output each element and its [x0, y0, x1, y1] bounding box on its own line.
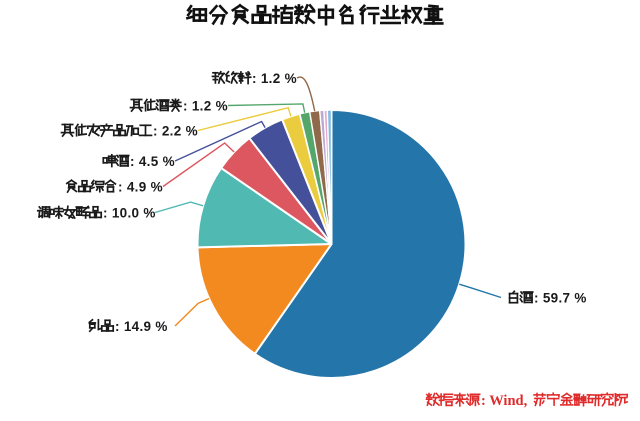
svg-text:: 10.0 %: : 10.0 % [103, 205, 156, 220]
svg-text:: 4.5 %: : 4.5 % [130, 154, 175, 169]
svg-text:: 4.9 %: : 4.9 % [118, 179, 163, 194]
svg-text:: 14.9 %: : 14.9 % [115, 319, 168, 334]
svg-text:: 2.2 %: : 2.2 % [153, 123, 198, 138]
svg-text:: 59.7 %: : 59.7 % [534, 290, 587, 305]
svg-text:: 1.2 %: : 1.2 % [183, 98, 228, 113]
svg-text:: 1.2 %: : 1.2 % [252, 71, 297, 86]
svg-text:: Wind,: : Wind, [481, 393, 528, 409]
